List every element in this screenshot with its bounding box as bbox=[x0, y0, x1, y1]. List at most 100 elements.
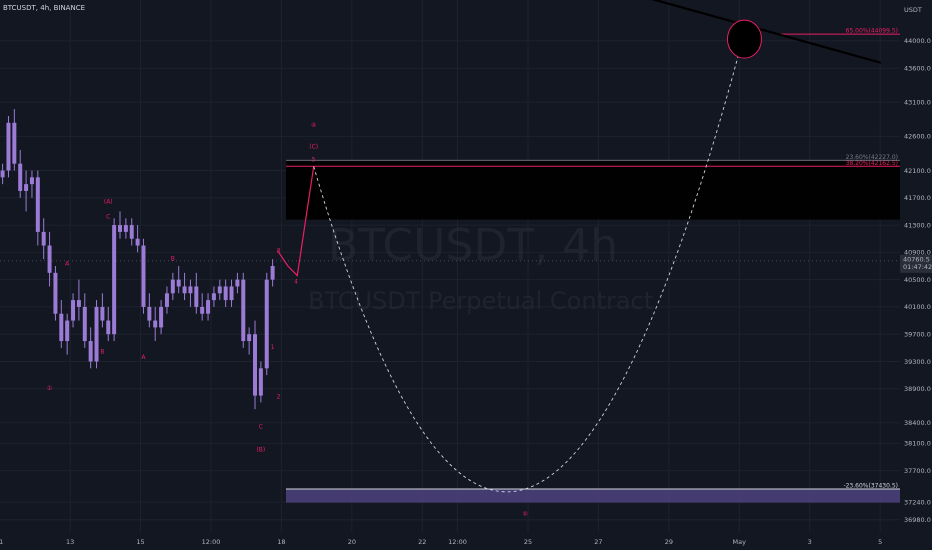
time-tick-label: 18 bbox=[277, 538, 285, 546]
candle-body bbox=[170, 279, 175, 294]
candle-body bbox=[24, 184, 29, 191]
wave-label: 5 bbox=[312, 157, 316, 164]
candle-body bbox=[112, 225, 117, 335]
price-tick-label: 36980.0 bbox=[904, 516, 931, 524]
time-tick-label: 12:00 bbox=[202, 538, 221, 546]
price-tick-label: 41700.0 bbox=[904, 194, 931, 202]
candle-body bbox=[241, 279, 246, 342]
candle-body bbox=[135, 238, 140, 246]
candles bbox=[0, 109, 275, 410]
wave-label: ① bbox=[47, 385, 52, 392]
target-ellipse[interactable] bbox=[726, 19, 762, 59]
time-tick-label: 29 bbox=[665, 538, 673, 546]
wave-label: ④ bbox=[311, 122, 316, 129]
candle-body bbox=[200, 306, 205, 314]
symbol-label: BTCUSDT, 4h, BINANCE bbox=[3, 4, 85, 12]
candle-body bbox=[164, 293, 169, 307]
price-tick-label: 38100.0 bbox=[904, 440, 931, 448]
time-tick-label: 15 bbox=[136, 538, 144, 546]
candle-body bbox=[29, 177, 34, 185]
candle-body bbox=[211, 293, 216, 301]
candle-body bbox=[41, 231, 46, 246]
price-tick-label: 38900.0 bbox=[904, 385, 931, 393]
wave-label: B bbox=[100, 348, 104, 355]
time-tick-label: May bbox=[733, 538, 747, 546]
wave-labels: (A) C A B B A ① 3 4 1 2 C (B) (C) 5 ④ ⑤ bbox=[47, 122, 528, 518]
candle-body bbox=[270, 266, 275, 280]
candle-body bbox=[176, 279, 181, 287]
currency-label: USDT bbox=[904, 6, 922, 14]
watermark-subtitle: BTCUSDT Perpetual Contract bbox=[308, 287, 653, 315]
candle-body bbox=[194, 286, 199, 307]
wave-line bbox=[276, 166, 315, 277]
candle-body bbox=[106, 320, 111, 335]
candle-body bbox=[71, 300, 76, 321]
wave-label: A bbox=[141, 354, 146, 361]
projection-curve bbox=[313, 33, 745, 493]
time-tick-label: 25 bbox=[524, 538, 532, 546]
price-tick-label: 39700.0 bbox=[904, 331, 931, 339]
wave-label: 2 bbox=[277, 393, 281, 400]
time-scale-bg bbox=[0, 532, 932, 550]
candle-body bbox=[141, 245, 146, 307]
price-tick-label: 40900.0 bbox=[904, 249, 931, 257]
candle-body bbox=[217, 286, 222, 294]
candle-body bbox=[123, 225, 128, 232]
candle-body bbox=[258, 368, 263, 396]
price-tick-label: 38400.0 bbox=[904, 419, 931, 427]
candle-body bbox=[188, 286, 193, 294]
candle-body bbox=[82, 306, 87, 342]
candle-body bbox=[88, 341, 93, 362]
candle-body bbox=[76, 300, 81, 307]
candle-body bbox=[18, 163, 23, 191]
candle-body bbox=[59, 313, 64, 342]
fib-label: 65.00%(44099.5) bbox=[846, 28, 898, 35]
fib-label: 23.60%(42227.0) bbox=[846, 154, 898, 161]
time-tick-label: 11 bbox=[0, 538, 3, 546]
price-tick-label: 40100.0 bbox=[904, 303, 931, 311]
time-tick-label: 12:00 bbox=[448, 538, 467, 546]
fib-levels[interactable]: 65.00%(44099.5) 38.20%(42162.5)23.60%(422… bbox=[286, 28, 900, 490]
candle-body bbox=[235, 279, 240, 287]
price-zone bbox=[286, 488, 900, 503]
candle-body bbox=[6, 122, 11, 171]
candle-body bbox=[118, 225, 122, 232]
candle-body bbox=[0, 170, 5, 178]
fib-label: 38.20%(42162.5) bbox=[846, 160, 898, 167]
price-tick-label: 39300.0 bbox=[904, 358, 931, 366]
time-tick-label: 5 bbox=[878, 538, 882, 546]
price-zone bbox=[286, 160, 900, 220]
current-price-box bbox=[900, 254, 932, 273]
candle-body bbox=[47, 245, 52, 273]
candle-body bbox=[182, 286, 187, 294]
candle-body bbox=[229, 286, 234, 301]
price-tick-label: 40500.0 bbox=[904, 276, 931, 284]
wave-label: 3 bbox=[277, 247, 281, 254]
wave-label: 1 bbox=[271, 344, 275, 351]
projection-path[interactable] bbox=[313, 33, 745, 493]
countdown-value: 01:47:42 bbox=[903, 263, 932, 271]
wave-path[interactable] bbox=[276, 166, 315, 277]
vertical-gridlines bbox=[69, 0, 881, 532]
watermark-title: BTCUSDT, 4h bbox=[328, 220, 618, 271]
price-tick-label: 41300.0 bbox=[904, 221, 931, 229]
price-tick-label: 43100.0 bbox=[904, 99, 931, 107]
current-price-value: 40760.5 bbox=[903, 255, 930, 263]
time-scale[interactable]: 11 13 15 12:00 18 20 22 12:00 25 27 29 May 3 5 bbox=[0, 532, 932, 550]
candle-body bbox=[53, 272, 58, 314]
candle-body bbox=[12, 122, 17, 164]
wave-label: C bbox=[259, 423, 263, 430]
candle-body bbox=[253, 334, 258, 396]
wave-label: (A) bbox=[104, 198, 113, 205]
target-ellipse-shape bbox=[726, 19, 762, 59]
price-zones[interactable] bbox=[286, 160, 900, 503]
price-tick-label: 37700.0 bbox=[904, 467, 931, 475]
time-tick-label: 20 bbox=[348, 538, 356, 546]
candle-body bbox=[206, 300, 211, 314]
wave-label: (C) bbox=[309, 144, 318, 151]
candle-body bbox=[100, 306, 105, 321]
candle-body bbox=[159, 306, 164, 328]
price-tick-label: 42600.0 bbox=[904, 133, 931, 141]
candle-body bbox=[35, 177, 40, 232]
